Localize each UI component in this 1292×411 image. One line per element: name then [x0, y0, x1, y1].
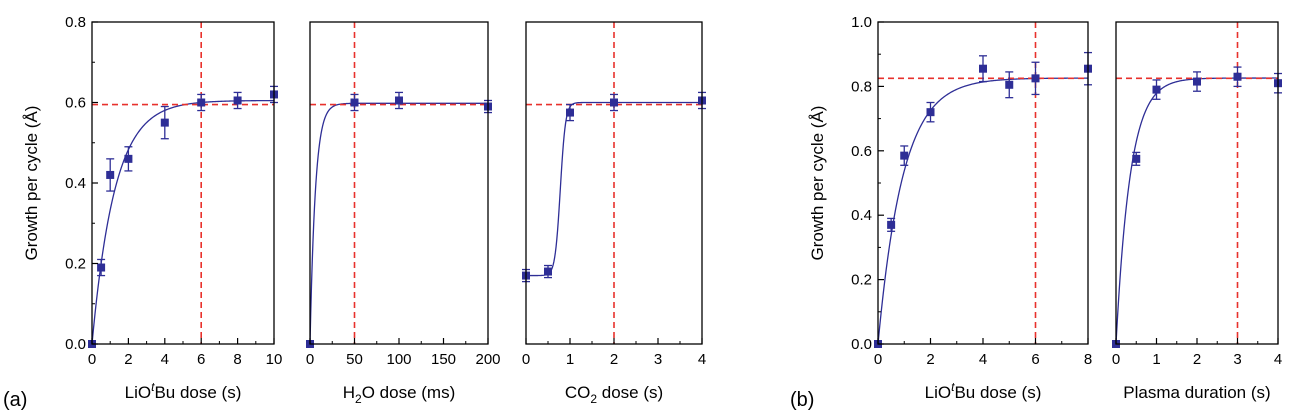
fit-curve	[878, 77, 1088, 344]
x-axis-label: Plasma duration (s)	[1123, 383, 1270, 402]
x-axis-label-part: Bu dose (s)	[954, 383, 1041, 402]
data-point	[1152, 85, 1161, 94]
x-tick-label: 8	[1084, 351, 1092, 368]
data-point	[1031, 74, 1040, 83]
x-tick-label: 10	[266, 351, 283, 368]
data-point	[1132, 154, 1141, 163]
x-axis-label-sup: t	[951, 380, 955, 394]
x-axis-label: LiOtBu dose (s)	[125, 380, 242, 402]
x-axis-label-part: LiO	[125, 383, 151, 402]
x-tick-label: 2	[1193, 351, 1201, 368]
y-tick-label: 0.0	[851, 336, 872, 353]
y-tick-label: 0.6	[851, 143, 872, 160]
data-point	[395, 96, 403, 105]
data-point	[124, 154, 133, 163]
fit-curve	[92, 99, 274, 344]
data-point	[1005, 80, 1014, 89]
x-axis-label-sub: 2	[355, 392, 362, 406]
x-tick-label: 150	[431, 351, 456, 368]
fit-curve	[310, 102, 488, 344]
data-point	[106, 170, 115, 179]
x-tick-label: 4	[698, 351, 706, 368]
plot-frame	[91, 21, 275, 345]
x-tick-label: 4	[979, 351, 987, 368]
x-tick-label: 2	[124, 351, 132, 368]
data-point	[97, 263, 106, 272]
x-tick-label: 0	[1112, 351, 1120, 368]
x-tick-label: 0	[522, 351, 530, 368]
x-tick-label: 0	[306, 351, 314, 368]
data-point	[610, 98, 618, 107]
y-tick-label: 0.4	[65, 175, 86, 192]
x-tick-label: 8	[233, 351, 241, 368]
subplot-4: 0 2 4 6 8 0.0 0.2 0.4 0.6 0.8 1.0 Growth per cycle …	[808, 14, 1092, 402]
y-axis-label: Growth per cycle (Å)	[808, 106, 827, 261]
x-tick-label: 2	[926, 351, 934, 368]
x-axis-label: CO2 dose (s)	[565, 383, 663, 406]
data-point	[1233, 72, 1242, 81]
y-tick-label: 0.2	[65, 256, 86, 273]
y-tick-label: 0.2	[851, 272, 872, 289]
y-tick-label: 0.0	[65, 336, 86, 353]
subplot-1: 0 2 4 6 8 10 0.0 0.2 0.4 0.6 0.8 Growth per cycle (…	[22, 14, 282, 402]
x-axis-label-part: Plasma duration (s)	[1123, 383, 1270, 402]
data-point	[979, 64, 987, 73]
subplot-2: 0 50 100 150 200 H2O dose (ms)	[306, 21, 501, 406]
x-tick-label: 1	[1152, 351, 1160, 368]
data-point	[197, 98, 206, 107]
x-tick-label: 1	[566, 351, 574, 368]
x-tick-label: 100	[386, 351, 411, 368]
y-tick-label: 0.8	[851, 78, 872, 95]
y-tick-label: 0.4	[851, 207, 872, 224]
x-axis-label: LiOtBu dose (s)	[925, 380, 1042, 402]
x-axis-label-sub: 2	[590, 392, 597, 406]
panel-label-b: (b)	[790, 389, 814, 411]
x-tick-label: 6	[1031, 351, 1039, 368]
y-tick-label: 1.0	[851, 14, 872, 31]
x-axis-label-part: Bu dose (s)	[154, 383, 241, 402]
x-tick-label: 50	[346, 351, 363, 368]
data-point	[350, 98, 359, 107]
x-tick-label: 4	[161, 351, 169, 368]
panel-label-a: (a)	[3, 389, 27, 411]
data-point	[233, 96, 242, 105]
x-axis-label-part: H	[343, 383, 355, 402]
fit-curve	[1116, 77, 1278, 344]
x-axis-label-part: LiO	[925, 383, 951, 402]
x-axis-label: H2O dose (ms)	[343, 383, 456, 406]
x-axis-label-part: CO	[565, 383, 591, 402]
x-tick-label: 200	[475, 351, 500, 368]
data-point	[544, 267, 552, 276]
x-tick-label: 0	[88, 351, 96, 368]
fit-curve	[526, 101, 702, 277]
y-tick-label: 0.8	[65, 14, 86, 31]
data-point	[566, 108, 574, 117]
data-point	[926, 108, 935, 117]
y-axis-label: Growth per cycle (Å)	[22, 106, 41, 261]
x-tick-label: 2	[610, 351, 618, 368]
data-point	[887, 220, 896, 229]
x-tick-label: 6	[197, 351, 205, 368]
x-axis-label-part: dose (s)	[597, 383, 663, 402]
plot-frame	[309, 21, 489, 345]
x-tick-label: 4	[1274, 351, 1282, 368]
data-point	[900, 151, 909, 160]
x-axis-label-part: O dose (ms)	[362, 383, 456, 402]
plot-frame	[1115, 21, 1279, 345]
x-tick-label: 3	[1233, 351, 1241, 368]
data-point	[160, 118, 169, 127]
x-axis-label-sup: t	[151, 380, 155, 394]
y-tick-label: 0.6	[65, 95, 86, 112]
x-tick-label: 3	[654, 351, 662, 368]
data-point	[1193, 77, 1201, 86]
x-tick-label: 0	[874, 351, 882, 368]
